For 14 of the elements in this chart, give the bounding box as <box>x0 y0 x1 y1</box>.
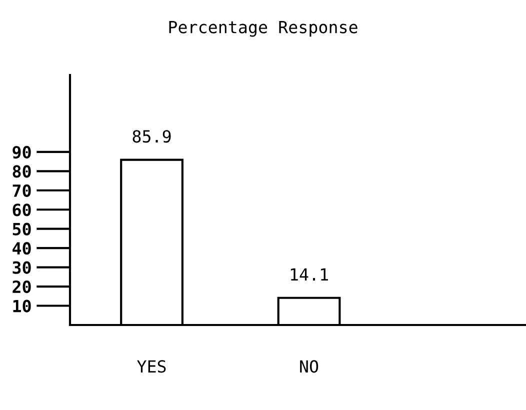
y-tick-label: 30 <box>12 261 31 274</box>
x-tick-label: NO <box>300 360 318 373</box>
y-tick-label: 40 <box>12 242 31 255</box>
y-tick-label: 90 <box>12 146 31 159</box>
y-tick-label: 70 <box>12 184 31 197</box>
data-label: 14.1 <box>290 268 328 281</box>
chart-title: Percentage Response <box>169 20 358 37</box>
y-tick-label: 50 <box>12 222 31 236</box>
y-tick-label: 10 <box>13 300 31 312</box>
data-label: 85.9 <box>132 130 171 143</box>
x-tick-label: YES <box>137 360 166 373</box>
y-tick-label: 20 <box>12 280 31 294</box>
y-tick-label: 60 <box>12 204 31 216</box>
y-tick-label: 80 <box>12 165 31 178</box>
